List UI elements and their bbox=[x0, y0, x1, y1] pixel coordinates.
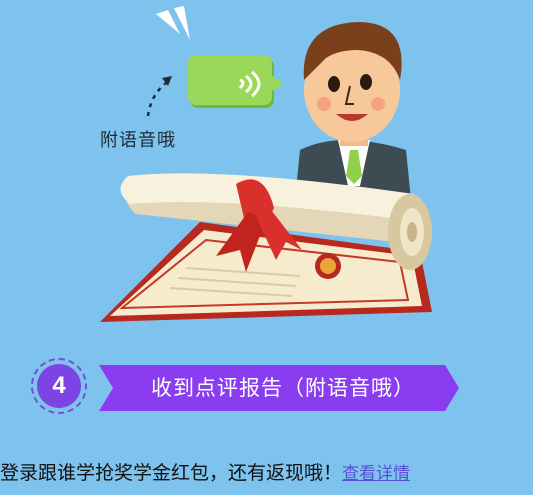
step-number-badge: 4 bbox=[31, 358, 87, 414]
promo-text: 登录跟谁学抢奖学金红包，还有返现哦！ bbox=[0, 462, 343, 484]
promo-footer: 登录跟谁学抢奖学金红包，还有返现哦！查看详情 bbox=[0, 458, 533, 488]
view-details-link[interactable]: 查看详情 bbox=[342, 464, 411, 484]
step-banner: 收到点评报告（附语音哦） bbox=[99, 365, 459, 411]
dashed-arrow-icon bbox=[146, 78, 171, 117]
banner-shape bbox=[99, 365, 459, 411]
diploma-scroll bbox=[120, 173, 432, 272]
certificate-illustration bbox=[100, 6, 432, 322]
sparkle-icon bbox=[156, 6, 190, 40]
step-header: 4 收到点评报告（附语音哦） bbox=[27, 356, 467, 418]
voice-bubble-icon bbox=[188, 55, 284, 108]
certificate-paper bbox=[100, 222, 432, 322]
step-title: 收到点评报告（附语音哦） bbox=[151, 376, 415, 400]
voice-hint-label: 附语音哦 bbox=[100, 130, 176, 151]
step-number: 4 bbox=[37, 364, 81, 408]
